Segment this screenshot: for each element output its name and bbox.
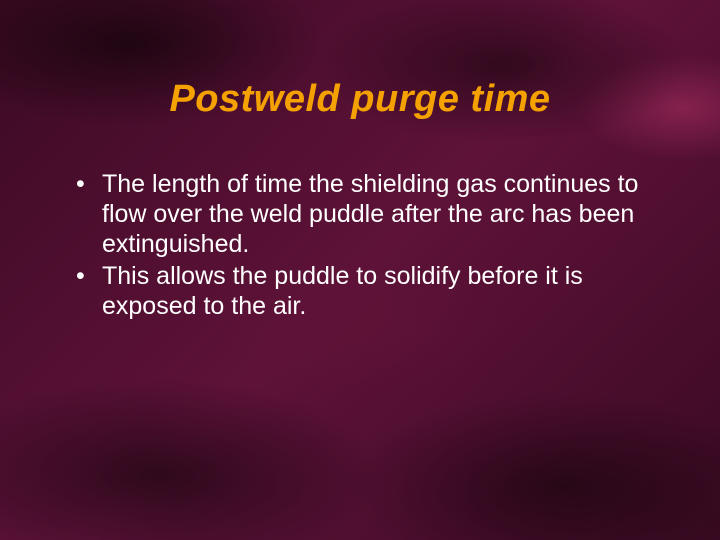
list-item: This allows the puddle to solidify befor… <box>76 261 660 321</box>
list-item: The length of time the shielding gas con… <box>76 169 660 259</box>
bullet-list: The length of time the shielding gas con… <box>60 169 660 321</box>
slide-title: Postweld purge time <box>60 78 660 121</box>
slide-content: Postweld purge time The length of time t… <box>0 0 720 540</box>
